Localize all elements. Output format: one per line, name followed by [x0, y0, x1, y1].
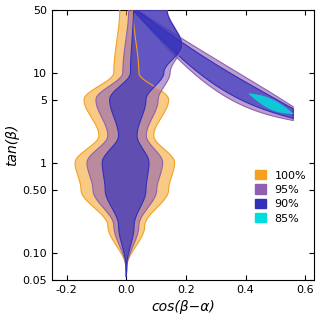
Polygon shape [134, 8, 293, 118]
X-axis label: cos(β−α): cos(β−α) [151, 300, 215, 315]
Polygon shape [87, 10, 182, 276]
Polygon shape [249, 93, 293, 114]
Legend: 100%, 95%, 90%, 85%: 100%, 95%, 90%, 85% [252, 168, 308, 226]
Polygon shape [102, 10, 182, 276]
Polygon shape [134, 8, 293, 121]
Y-axis label: tan(β): tan(β) [5, 124, 20, 166]
Polygon shape [75, 10, 175, 276]
